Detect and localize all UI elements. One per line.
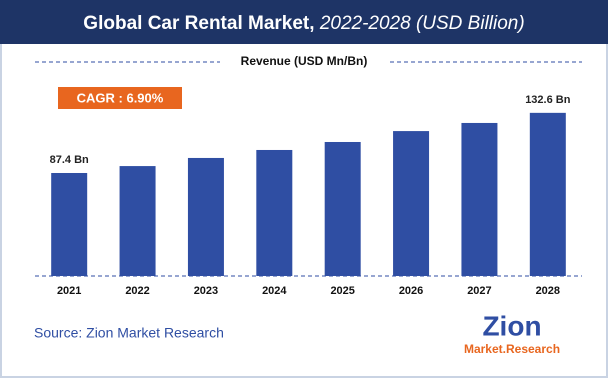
- chart-subtitle: 2022-2028 (USD Billion): [319, 13, 525, 34]
- data-label: 87.4 Bn: [50, 154, 89, 166]
- x-tick-label: 2027: [467, 285, 491, 297]
- logo-sub: Market.Research: [464, 342, 560, 356]
- bar: [393, 131, 430, 276]
- title-group: Global Car Rental Market, 2022-2028 (USD…: [83, 13, 524, 34]
- x-tick-label: 2026: [399, 285, 423, 297]
- bar: [187, 157, 224, 276]
- bar: [461, 122, 498, 276]
- x-tick-label: 2024: [262, 285, 287, 297]
- x-tick-label: 2025: [330, 285, 354, 297]
- x-tick-label: 2021: [57, 285, 81, 297]
- bar: [256, 149, 293, 276]
- bar: [119, 166, 156, 276]
- bar: [51, 172, 88, 276]
- bar: [529, 112, 566, 277]
- x-tick-label: 2028: [536, 285, 560, 297]
- data-label: 132.6 Bn: [525, 94, 571, 106]
- cagr-box: [58, 87, 182, 109]
- title-bar: [0, 0, 608, 44]
- chart-title: Global Car Rental Market,: [83, 13, 314, 34]
- source: Source: Zion Market Research: [34, 325, 224, 341]
- x-tick-label: 2022: [125, 285, 149, 297]
- y-axis-label: Revenue (USD Mn/Bn): [241, 54, 368, 68]
- cagr-annotation: CAGR : 6.90%: [77, 90, 164, 105]
- logo-name: Zion: [482, 310, 541, 341]
- bar: [324, 141, 361, 276]
- x-tick-label: 2023: [194, 285, 218, 297]
